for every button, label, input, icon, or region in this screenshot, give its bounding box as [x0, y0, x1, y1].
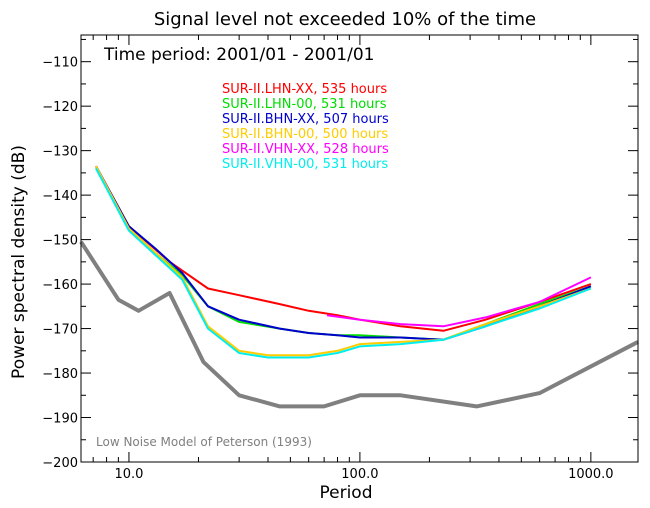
x-axis-label: Period — [319, 483, 372, 503]
y-tick-label-5: −160 — [42, 278, 78, 293]
legend-entry-2: SUR-II.LHN-00, 531 hours — [222, 97, 387, 112]
y-axis-label: Power spectral density (dB) — [9, 145, 29, 379]
y-tick-label-7: −180 — [42, 367, 78, 382]
series-line-1 — [95, 165, 592, 332]
y-tick-label-1: −120 — [42, 100, 78, 115]
axis-layer: −110 −120 −130 −140 −150 −160 −170 −180 −190 −200… — [42, 35, 638, 482]
y-tick-label-6: −170 — [42, 323, 78, 338]
y-tick-label-8: −190 — [42, 412, 78, 427]
legend-entry-4: SUR-II.BHN-00, 500 hours — [222, 127, 388, 142]
y-tick-label-3: −140 — [42, 189, 78, 204]
series-line-4 — [95, 165, 592, 357]
legend-entry-6: SUR-II.VHN-00, 531 hours — [222, 157, 388, 172]
chart-title: Signal level not exceeded 10% of the tim… — [154, 9, 536, 30]
x-tick-label-0: 10.0 — [114, 467, 143, 482]
series-layer — [79, 165, 639, 409]
series-line-6 — [95, 167, 592, 359]
chart-subtitle: Time period: 2001/01 - 2001/01 — [103, 45, 374, 65]
legend-entry-1: SUR-II.LHN-XX, 535 hours — [222, 82, 387, 97]
legend-entry-3: SUR-II.BHN-XX, 507 hours — [222, 112, 389, 127]
reference-label: Low Noise Model of Peterson (1993) — [96, 435, 312, 449]
y-tick-label-4: −150 — [42, 234, 78, 249]
series-line-5 — [326, 276, 592, 328]
x-tick-label-1: 100.0 — [341, 467, 378, 482]
legend-entry-5: SUR-II.VHN-XX, 528 hours — [222, 142, 389, 157]
reference-line — [79, 240, 639, 409]
x-tick-label-2: 1000.0 — [568, 467, 614, 482]
y-tick-label-2: −130 — [42, 145, 78, 160]
y-tick-label-0: −110 — [42, 56, 78, 71]
y-tick-label-9: −200 — [42, 456, 78, 471]
